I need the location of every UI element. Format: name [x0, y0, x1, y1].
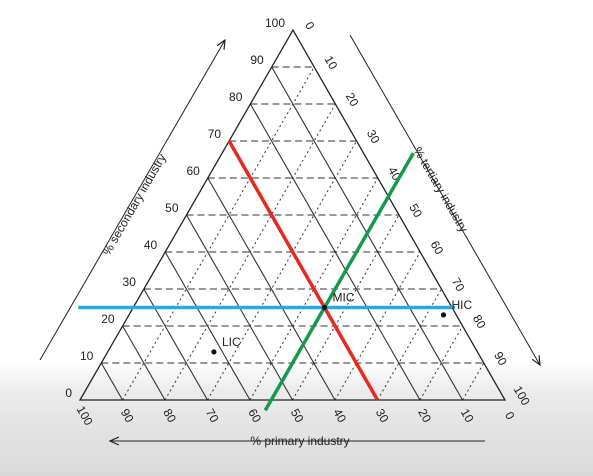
- axis-arrow: [39, 40, 225, 361]
- grid-line: [334, 251, 421, 401]
- tick-label: 20: [415, 406, 434, 425]
- grid-line: [164, 103, 336, 401]
- tick-label: 60: [428, 238, 447, 257]
- tick-label: 80: [229, 90, 243, 104]
- tick-label: 70: [208, 127, 222, 141]
- tick-label: 10: [80, 349, 94, 363]
- tick-label: 80: [470, 312, 489, 331]
- triangle: [78, 28, 507, 401]
- tick-label: 0: [65, 386, 72, 400]
- axis-label: % primary industry: [250, 434, 349, 448]
- tick-label: 60: [186, 164, 200, 178]
- tick-label: 30: [123, 275, 137, 289]
- tick-label: 80: [160, 406, 179, 425]
- tick-label: 90: [250, 53, 264, 67]
- tick-label: 10: [458, 406, 477, 425]
- tick-label: 90: [491, 349, 510, 368]
- tick-label: 100: [265, 16, 285, 30]
- grid-line: [122, 325, 166, 401]
- tick-label: 30: [373, 406, 392, 425]
- tick-label: 30: [364, 127, 383, 146]
- grid-line: [100, 362, 123, 401]
- axis-arrow: [349, 34, 540, 365]
- guide-line: [227, 140, 380, 401]
- tick-label: 70: [203, 406, 222, 425]
- tick-label: 50: [165, 201, 179, 215]
- grid-line: [419, 325, 464, 401]
- tick-label: 70: [449, 275, 468, 294]
- tick-label: 40: [144, 238, 158, 252]
- tick-label: 20: [343, 90, 362, 109]
- guide-line: [263, 152, 415, 412]
- grid-line: [122, 66, 315, 401]
- point: [211, 349, 217, 355]
- tick-label: 50: [288, 406, 307, 425]
- point: [440, 312, 447, 318]
- tick-label: 90: [118, 406, 137, 425]
- point-label: HIC: [451, 298, 472, 312]
- grid-line: [207, 177, 336, 401]
- tick-label: 50: [406, 201, 425, 220]
- tick-label: 40: [330, 406, 349, 425]
- point-label: LIC: [222, 335, 241, 349]
- tick-label: 10: [322, 53, 341, 72]
- grid-line: [462, 362, 485, 401]
- point: [321, 304, 328, 311]
- point-label: MIC: [333, 291, 355, 305]
- tick-label: 60: [245, 406, 264, 425]
- tick-label: 20: [101, 312, 115, 326]
